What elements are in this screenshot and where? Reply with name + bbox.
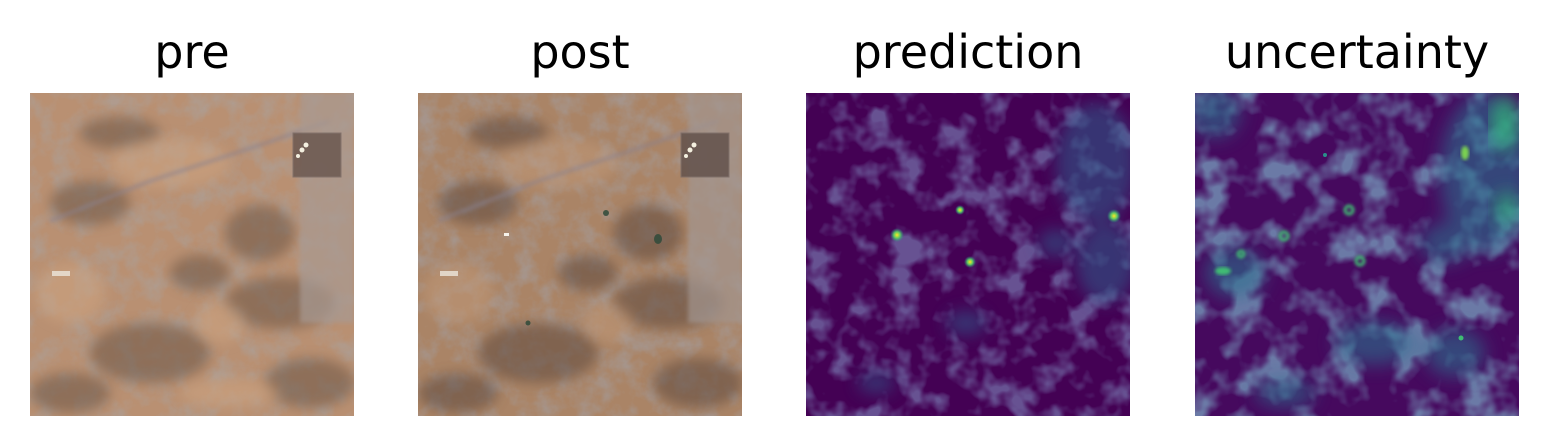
prediction-heatmap — [806, 93, 1130, 416]
panel-title-uncertainty: uncertainty — [1224, 25, 1490, 79]
panel-title-prediction: prediction — [852, 25, 1084, 79]
panel-title-pre: pre — [154, 25, 230, 79]
post-satellite-image — [418, 93, 742, 416]
panel-title-post: post — [530, 25, 630, 79]
panel-pre: pre — [30, 0, 354, 446]
panel-uncertainty: uncertainty — [1195, 0, 1519, 446]
pre-satellite-image — [30, 93, 354, 416]
uncertainty-heatmap — [1195, 93, 1519, 416]
panel-post: post — [418, 0, 742, 446]
panel-prediction: prediction — [806, 0, 1130, 446]
